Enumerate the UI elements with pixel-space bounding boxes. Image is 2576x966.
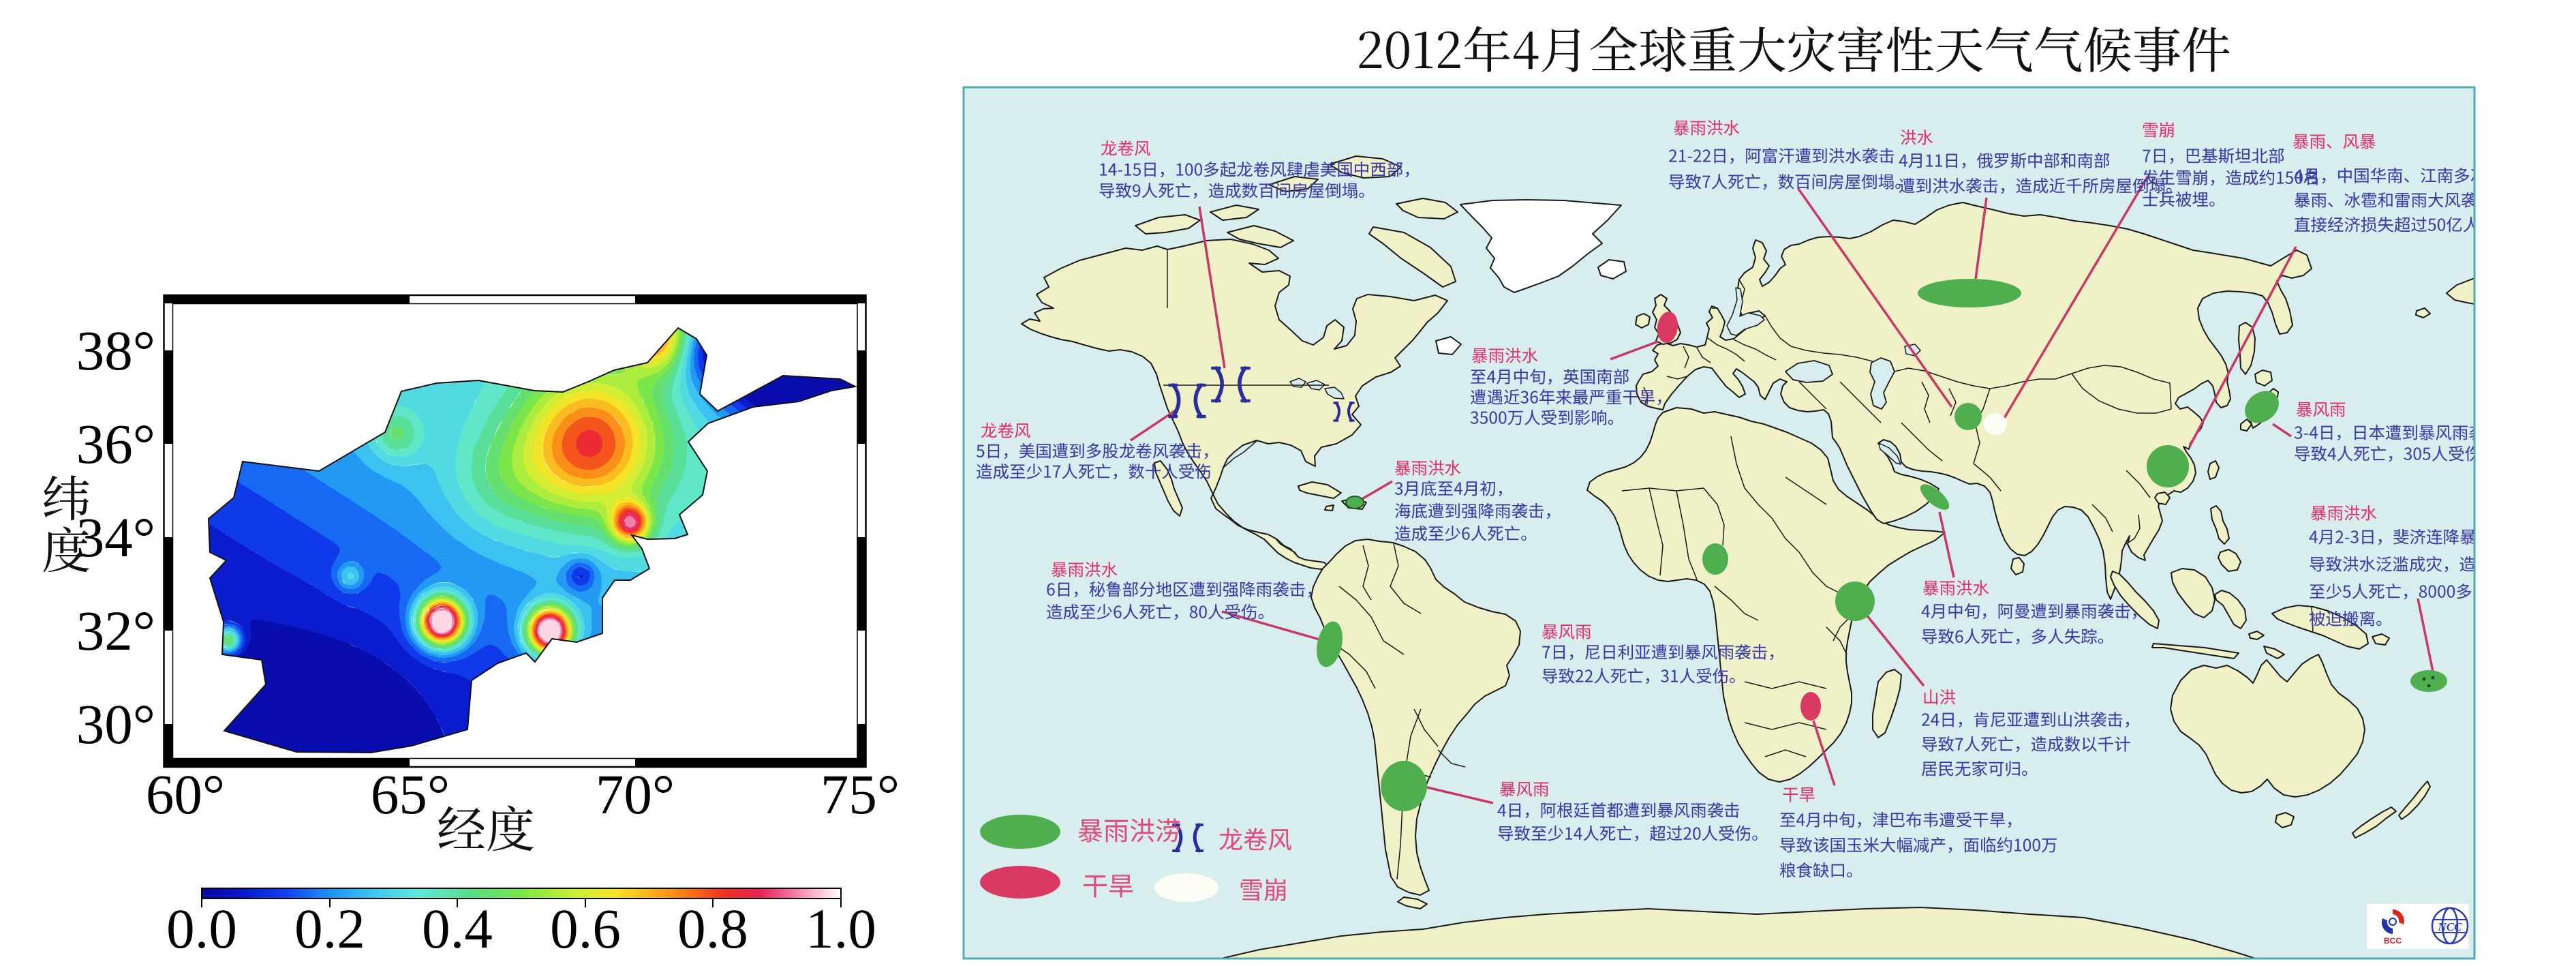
svg-text:BCC: BCC bbox=[2384, 936, 2402, 946]
svg-text:0.4: 0.4 bbox=[422, 897, 493, 960]
svg-text:30°: 30° bbox=[76, 693, 155, 755]
svg-text:65°: 65° bbox=[371, 763, 450, 826]
svg-text:1.0: 1.0 bbox=[806, 897, 876, 960]
svg-text:32°: 32° bbox=[76, 599, 155, 662]
svg-text:NCC: NCC bbox=[2438, 920, 2463, 933]
svg-text:38°: 38° bbox=[76, 319, 155, 382]
svg-text:70°: 70° bbox=[596, 763, 675, 826]
svg-text:36°: 36° bbox=[76, 412, 155, 475]
svg-text:0.6: 0.6 bbox=[550, 897, 621, 960]
svg-text:0.0: 0.0 bbox=[166, 897, 237, 960]
svg-text:75°: 75° bbox=[821, 763, 900, 826]
svg-text:0.8: 0.8 bbox=[677, 897, 748, 960]
svg-text:34°: 34° bbox=[76, 506, 155, 569]
svg-text:0.2: 0.2 bbox=[294, 897, 365, 960]
svg-text:60°: 60° bbox=[146, 763, 225, 826]
